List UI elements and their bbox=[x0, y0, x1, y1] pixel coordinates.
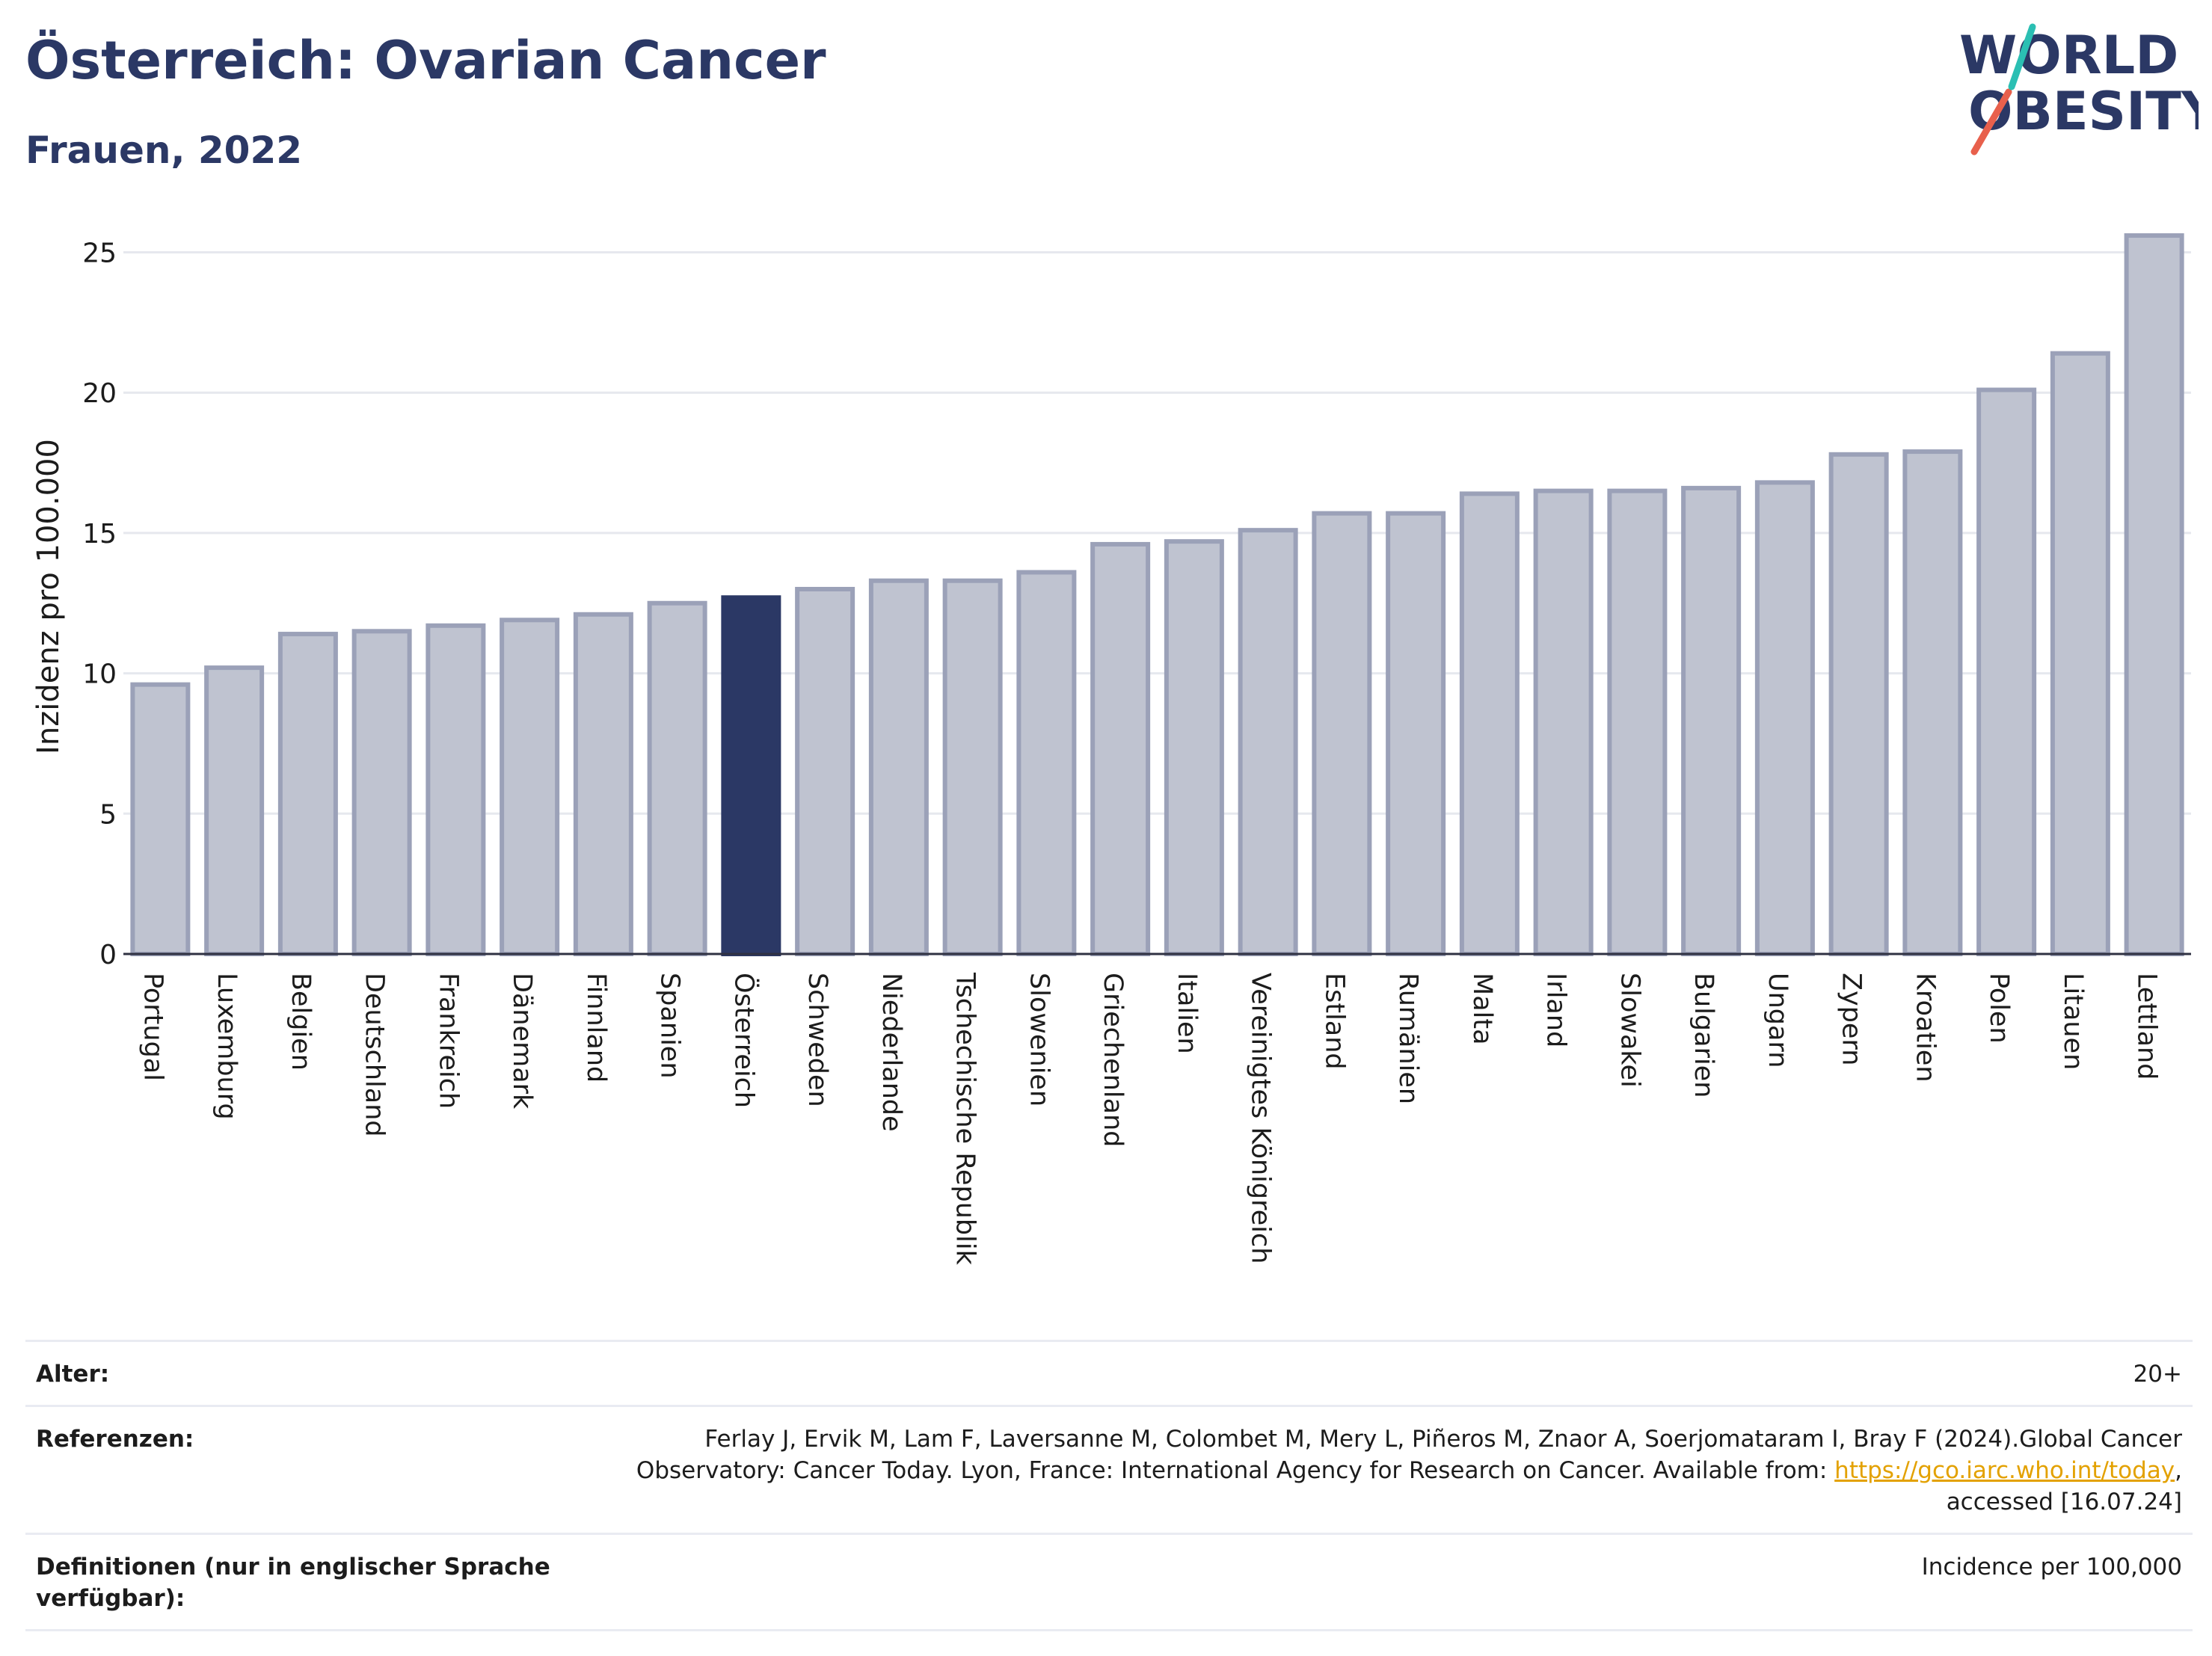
logo-slash-red bbox=[1970, 88, 2012, 156]
x-tick-label: Zypern bbox=[1837, 973, 1867, 1065]
x-tick-label: Deutschland bbox=[360, 973, 390, 1137]
x-tick-label: Slowakei bbox=[1615, 973, 1644, 1088]
bar bbox=[1976, 387, 2037, 956]
age-label: Alter: bbox=[36, 1361, 110, 1388]
x-tick-label: Frankreich bbox=[433, 973, 463, 1109]
y-tick-label: 15 bbox=[82, 519, 117, 550]
x-tick-label: Estland bbox=[1319, 973, 1349, 1070]
bar bbox=[1090, 541, 1151, 956]
bar bbox=[204, 665, 265, 956]
x-tick-label: Dänemark bbox=[507, 973, 537, 1109]
x-tick-label: Luxemburg bbox=[212, 973, 242, 1120]
references-label: Referenzen: bbox=[36, 1426, 194, 1453]
x-tick-label: Griechenland bbox=[1098, 973, 1128, 1147]
x-tick-label: Bulgarien bbox=[1689, 973, 1718, 1098]
x-tick-label: Kroatien bbox=[1910, 973, 1940, 1083]
y-tick-label: 10 bbox=[82, 659, 117, 690]
references-link[interactable]: https://gco.iarc.who.int/today bbox=[1834, 1457, 2175, 1484]
bar bbox=[1828, 452, 1889, 956]
bar bbox=[868, 578, 929, 956]
bar bbox=[1164, 539, 1224, 956]
bar bbox=[942, 578, 1003, 956]
x-tick-label: Lettland bbox=[2132, 973, 2162, 1080]
bar bbox=[721, 595, 781, 956]
chart-subtitle: Frauen, 2022 bbox=[25, 129, 303, 172]
bars bbox=[130, 233, 2184, 957]
bar bbox=[2050, 351, 2110, 956]
logo-text-world: WORLD bbox=[1959, 25, 2178, 86]
bar bbox=[130, 682, 191, 957]
bar bbox=[425, 623, 486, 956]
y-tick-label: 25 bbox=[82, 238, 117, 269]
x-tick-label: Niederlande bbox=[876, 973, 906, 1132]
x-tick-label: Spanien bbox=[655, 973, 685, 1079]
y-tick-label: 0 bbox=[99, 940, 117, 970]
bar bbox=[1386, 511, 1446, 956]
references-text: Ferlay J, Ervik M, Lam F, Laversanne M, … bbox=[636, 1426, 2182, 1484]
bar bbox=[1754, 480, 1815, 956]
bar bbox=[1312, 511, 1372, 956]
bar bbox=[573, 612, 633, 956]
bar bbox=[647, 600, 707, 956]
x-tick-label: Belgien bbox=[286, 973, 316, 1071]
x-tick-label: Malta bbox=[1467, 973, 1497, 1045]
bar bbox=[1681, 485, 1742, 956]
bar bbox=[1238, 528, 1298, 956]
x-tick-label: Vereinigtes Königreich bbox=[1246, 973, 1276, 1263]
x-tick-label: Finnland bbox=[581, 973, 611, 1083]
bar bbox=[1533, 488, 1594, 956]
logo-slash-teal bbox=[2008, 23, 2036, 90]
info-row-definitions: Definitionen (nur in englischer Sprache … bbox=[25, 1533, 2193, 1631]
bar bbox=[1016, 570, 1077, 956]
age-value: 20+ bbox=[2133, 1361, 2182, 1388]
bar bbox=[1902, 449, 1963, 956]
y-axis-ticks: 0 5 10 15 20 25 bbox=[82, 238, 117, 970]
y-tick-label: 5 bbox=[99, 799, 117, 830]
bar bbox=[500, 618, 560, 956]
bar bbox=[1607, 488, 1668, 956]
x-tick-label: Österreich bbox=[728, 973, 760, 1108]
x-tick-label: Tschechische Republik bbox=[950, 972, 980, 1266]
info-row-references: Referenzen: Ferlay J, Ervik M, Lam F, La… bbox=[25, 1405, 2193, 1533]
bar-chart: 0 5 10 15 20 25 Portugal Luxemburg Belgien Deuts… bbox=[31, 233, 2191, 1266]
chart-title: Österreich: Ovarian Cancer bbox=[25, 30, 826, 91]
info-table: Alter: 20+ Referenzen: Ferlay J, Ervik M… bbox=[25, 1340, 2193, 1631]
x-tick-label: Irland bbox=[1541, 973, 1571, 1047]
bar bbox=[1459, 491, 1520, 956]
definitions-label: Definitionen (nur in englischer Sprache … bbox=[36, 1554, 550, 1612]
references-accessed: , accessed [16.07.24] bbox=[1946, 1457, 2182, 1515]
bar bbox=[277, 632, 338, 956]
info-row-age: Alter: 20+ bbox=[25, 1340, 2193, 1405]
references-value: Ferlay J, Ervik M, Lam F, Laversanne M, … bbox=[574, 1423, 2182, 1518]
bar bbox=[351, 629, 412, 956]
y-axis-label: Inzidenz pro 100.000 bbox=[31, 439, 66, 754]
x-tick-label: Slowenien bbox=[1024, 973, 1054, 1106]
bar bbox=[2124, 233, 2184, 956]
x-tick-label: Rumänien bbox=[1393, 973, 1423, 1104]
x-tick-label: Portugal bbox=[138, 973, 168, 1081]
x-tick-label: Polen bbox=[1984, 973, 2014, 1044]
x-tick-label: Litauen bbox=[2058, 973, 2088, 1070]
definitions-value: Incidence per 100,000 bbox=[1921, 1554, 2182, 1580]
x-tick-label: Ungarn bbox=[1763, 973, 1792, 1068]
bar bbox=[795, 587, 855, 956]
x-axis-labels: Portugal Luxemburg Belgien Deutschland Frank… bbox=[138, 972, 2161, 1266]
x-tick-label: Schweden bbox=[802, 973, 832, 1107]
x-tick-label: Italien bbox=[1172, 973, 1202, 1054]
y-tick-label: 20 bbox=[82, 378, 117, 409]
world-obesity-logo: WORLD OBESITY bbox=[1959, 23, 2199, 156]
